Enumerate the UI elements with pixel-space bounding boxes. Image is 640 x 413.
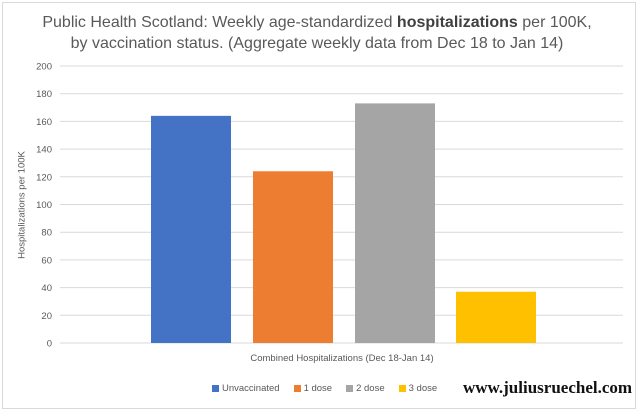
- title-line1-suffix: per 100K,: [517, 14, 592, 31]
- y-tick-label: 140: [36, 145, 52, 156]
- legend-swatch: [212, 385, 219, 392]
- chart-legend: Unvaccinated 1 dose 2 dose 3 dose: [212, 383, 437, 394]
- bar-1-dose: [253, 171, 333, 343]
- y-tick-label: 180: [36, 89, 52, 100]
- legend-item: 2 dose: [346, 383, 385, 394]
- title-line1-bold: hospitalizations: [396, 14, 518, 31]
- y-tick-label: 160: [36, 117, 52, 128]
- chart-title: Public Health Scotland: Weekly age-stand…: [0, 12, 634, 54]
- legend-item: 1 dose: [293, 383, 333, 394]
- y-tick-label: 60: [41, 255, 52, 266]
- bar-3-dose: [456, 291, 536, 343]
- title-line2: by vaccination status. (Aggregate weekly…: [70, 35, 564, 52]
- y-tick-label: 100: [36, 200, 52, 211]
- watermark: www.juliusruechel.com: [463, 378, 633, 397]
- legend-swatch: [293, 385, 301, 392]
- y-tick-label: 80: [41, 228, 52, 239]
- y-tick-label: 20: [41, 311, 52, 322]
- legend-item: Unvaccinated: [212, 383, 280, 394]
- y-tick-label: 120: [36, 172, 52, 183]
- bar-unvaccinated: [151, 115, 231, 343]
- legend-swatch: [346, 385, 354, 392]
- legend-item: 3 dose: [398, 383, 438, 394]
- y-tick-label: 0: [47, 339, 52, 350]
- legend-label: 2 dose: [356, 383, 385, 394]
- legend-swatch: [398, 385, 406, 392]
- y-tick-label: 200: [36, 62, 52, 73]
- y-tick-label: 40: [41, 283, 52, 294]
- legend-label: Unvaccinated: [222, 383, 280, 394]
- title-line1-prefix: Public Health Scotland: Weekly age-stand…: [42, 14, 397, 31]
- legend-label: 1 dose: [303, 383, 333, 394]
- bar-2-dose: [355, 103, 435, 344]
- x-axis-label: Combined Hospitalizations (Dec 18-Jan 14…: [250, 353, 433, 364]
- legend-label: 3 dose: [408, 383, 438, 394]
